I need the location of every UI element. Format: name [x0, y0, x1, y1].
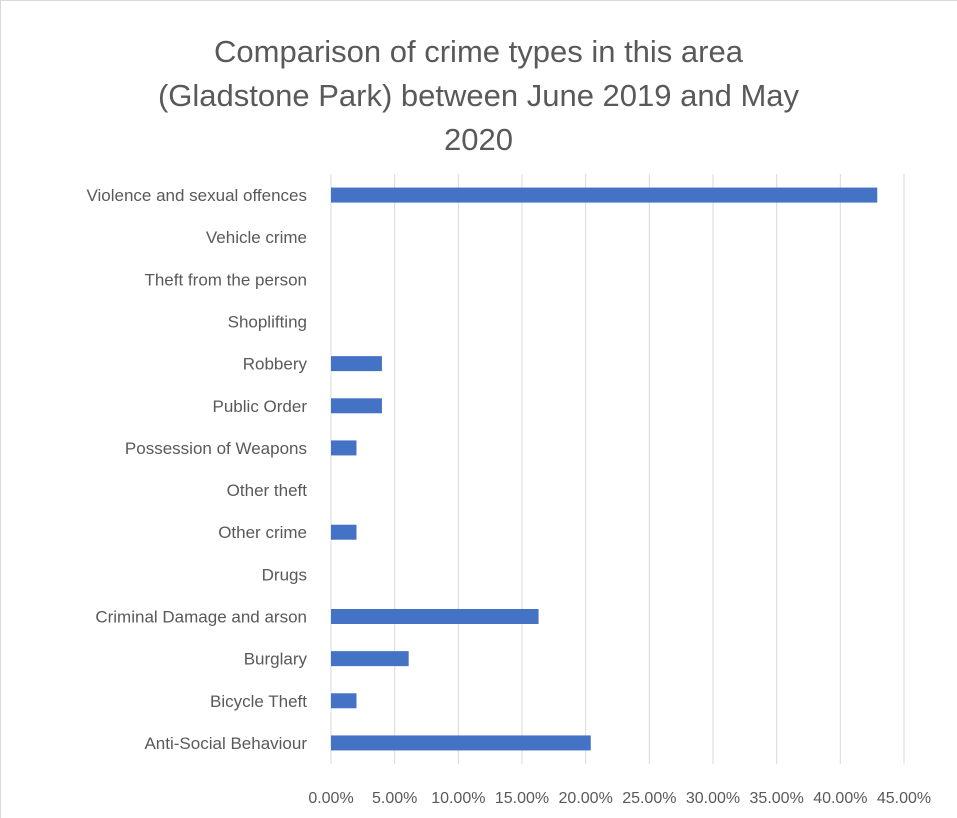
x-tick-label: 35.00% [750, 790, 804, 807]
category-label: Bicycle Theft [210, 692, 307, 711]
bar [331, 187, 878, 203]
category-label: Criminal Damage and arson [95, 608, 307, 627]
chart-title-line-2: (Gladstone Park) between June 2019 and M… [157, 78, 800, 113]
bar [331, 356, 382, 372]
x-tick-labels: 0.00% 5.00% 10.00% 15.00% 20.00% 25.00% 30.00%… [308, 790, 931, 807]
category-labels: Violence and sexual offences Vehicle crim… [86, 186, 307, 753]
chart-title-line-3: 2020 [444, 122, 513, 157]
category-label: Public Order [213, 397, 308, 416]
bar [331, 651, 409, 667]
gridlines [330, 174, 905, 764]
x-tick-label: 25.00% [622, 790, 676, 807]
chart-title-line-1: Comparison of crime types in this area [214, 34, 743, 69]
x-tick-label: 40.00% [813, 790, 867, 807]
bar [331, 440, 357, 456]
bar [331, 524, 357, 540]
chart-title: Comparison of crime types in this area (… [0, 30, 957, 162]
x-tick-label: 45.00% [877, 790, 931, 807]
bar [331, 398, 382, 414]
x-tick-label: 20.00% [559, 790, 613, 807]
category-label: Drugs [262, 565, 307, 584]
category-label: Shoplifting [228, 313, 307, 332]
category-label: Theft from the person [144, 270, 307, 289]
x-tick-label: 30.00% [686, 790, 740, 807]
category-label: Possession of Weapons [125, 439, 307, 458]
x-tick-label: 0.00% [308, 790, 353, 807]
x-tick-label: 15.00% [495, 790, 549, 807]
bar [331, 609, 539, 624]
bars [331, 187, 878, 751]
category-label: Burglary [244, 650, 308, 669]
x-tick-label: 5.00% [372, 790, 417, 807]
x-tick-label: 10.00% [431, 790, 485, 807]
category-label: Robbery [243, 355, 308, 374]
category-label: Other crime [218, 523, 307, 542]
bar [331, 693, 357, 709]
category-label: Violence and sexual offences [86, 186, 307, 205]
category-label: Anti-Social Behaviour [144, 734, 307, 753]
category-label: Other theft [227, 481, 308, 500]
bar [331, 735, 591, 751]
category-label: Vehicle crime [206, 228, 307, 247]
